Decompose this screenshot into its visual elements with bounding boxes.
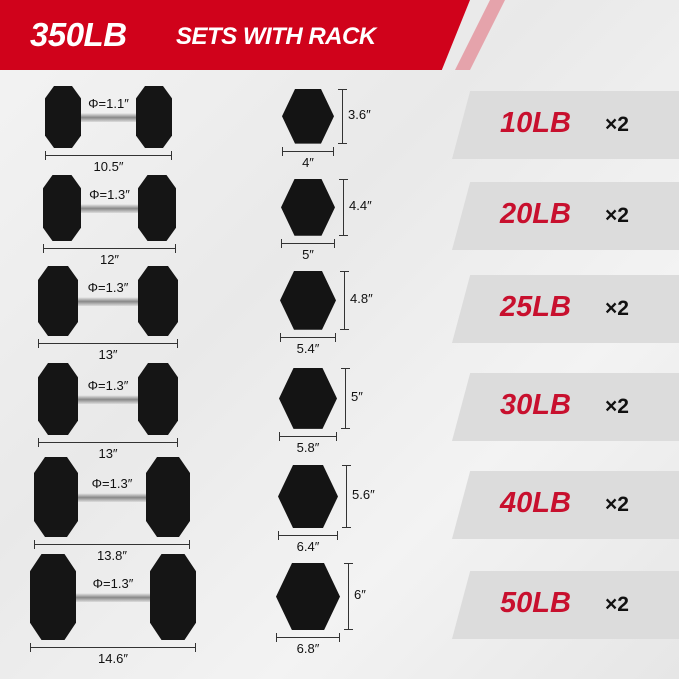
dumbbell-length: 10.5″ — [93, 159, 124, 174]
hex-width: 6.8″ — [296, 641, 320, 657]
dumbbell-head-right — [138, 266, 178, 336]
handle-diameter: Φ=1.1″ — [88, 96, 129, 111]
hex-width-dimension-line — [280, 332, 336, 342]
weight-label: 20LB — [500, 198, 571, 230]
hex-width: 4″ — [302, 154, 314, 170]
hex-height: 4.4″ — [349, 198, 372, 213]
hex-width-dimension-line — [281, 238, 335, 248]
hexagon-head-icon — [281, 179, 335, 236]
weight-label: 50LB — [500, 587, 571, 619]
subtitle: SETS WITH RACK — [176, 23, 376, 50]
length-dimension-line — [43, 244, 176, 253]
dumbbell-head-right — [146, 457, 190, 537]
handle-diameter: Φ=1.3″ — [87, 378, 129, 393]
quantity-label: ×2 — [605, 297, 629, 320]
hex-height: 5″ — [351, 389, 363, 404]
weight-label: 40LB — [500, 487, 571, 519]
hexagon-head-icon — [278, 465, 338, 528]
dumbbell-head-left — [30, 554, 76, 640]
dumbbell-head-right — [138, 363, 178, 435]
length-dimension-line — [45, 151, 172, 160]
dumbbell-length: 13.8″ — [97, 548, 127, 563]
dumbbell-handle — [78, 493, 146, 502]
dumbbell-handle — [76, 593, 150, 602]
weight-band — [452, 91, 679, 159]
weight-band — [452, 373, 679, 441]
quantity-label: ×2 — [605, 395, 629, 418]
dumbbell-handle — [81, 113, 136, 122]
hex-height: 5.6″ — [352, 487, 375, 502]
dumbbell-length: 12″ — [99, 252, 120, 267]
hexagon-head-icon — [280, 271, 336, 330]
hex-width: 5.4″ — [296, 340, 320, 356]
dumbbell-length: 13″ — [98, 446, 118, 461]
length-dimension-line — [34, 540, 190, 549]
hex-width-dimension-line — [278, 531, 338, 540]
dumbbell-head-right — [150, 554, 196, 640]
weight-label: 10LB — [500, 107, 571, 139]
length-dimension-line — [30, 643, 196, 652]
weight-label: 25LB — [500, 291, 571, 323]
hex-width: 6.4″ — [296, 539, 320, 554]
hex-width-dimension-line — [279, 431, 337, 441]
dumbbell-head-left — [38, 363, 78, 435]
hex-height: 6″ — [354, 587, 366, 602]
hex-height-dimension-line — [339, 179, 348, 236]
hex-height-dimension-line — [340, 271, 349, 330]
weight-band — [452, 275, 679, 343]
dumbbell-head-right — [136, 86, 172, 148]
total-weight-title: 350LB — [30, 16, 127, 53]
dumbbell-head-left — [38, 266, 78, 336]
hex-height: 4.8″ — [350, 291, 373, 306]
weight-label: 30LB — [500, 389, 571, 421]
hex-width-dimension-line — [276, 633, 340, 643]
hex-height-dimension-line — [338, 89, 347, 144]
hex-height: 3.6″ — [348, 107, 371, 122]
hex-height-dimension-line — [342, 465, 351, 528]
handle-diameter: Φ=1.3″ — [89, 187, 130, 202]
quantity-label: ×2 — [605, 493, 629, 516]
dumbbell-handle — [78, 297, 138, 306]
dumbbell-head-left — [43, 175, 81, 241]
hex-width: 5.8″ — [296, 439, 320, 455]
length-dimension-line — [38, 339, 178, 348]
hex-width: 5″ — [302, 246, 314, 262]
quantity-label: ×2 — [605, 204, 629, 227]
dumbbell-length: 14.6″ — [98, 651, 128, 666]
hex-height-dimension-line — [344, 563, 353, 631]
weight-band — [452, 571, 679, 639]
handle-diameter: Φ=1.3″ — [87, 280, 129, 295]
weight-band — [452, 471, 679, 539]
header-banner — [0, 0, 470, 70]
dumbbell-handle — [78, 395, 138, 404]
dumbbell-head-left — [34, 457, 78, 537]
handle-diameter: Φ=1.3″ — [92, 576, 134, 591]
quantity-label: ×2 — [605, 113, 629, 136]
length-dimension-line — [38, 438, 178, 447]
dumbbell-head-left — [45, 86, 81, 148]
quantity-label: ×2 — [605, 593, 629, 616]
dumbbell-head-right — [138, 175, 176, 241]
hex-height-dimension-line — [341, 368, 350, 429]
weight-band — [452, 182, 679, 250]
dumbbell-handle — [81, 204, 138, 213]
handle-diameter: Φ=1.3″ — [91, 476, 133, 491]
dumbbell-length: 13″ — [98, 347, 118, 362]
hex-width-dimension-line — [282, 146, 334, 156]
